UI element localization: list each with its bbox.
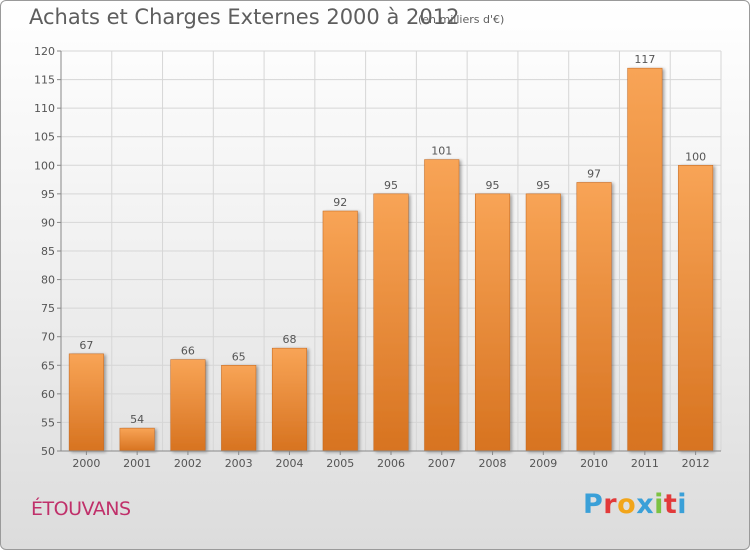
bar-2009: [525, 193, 561, 452]
y-tick-label: 110: [34, 102, 55, 115]
bar-2001: [119, 427, 155, 452]
data-label-2004: 68: [282, 333, 296, 346]
logo-letter: x: [636, 489, 655, 520]
data-label-2005: 92: [333, 196, 347, 209]
x-tick-label: 2001: [123, 457, 151, 470]
x-tick-label: 2009: [529, 457, 557, 470]
bar-2007: [424, 159, 460, 452]
data-label-2008: 95: [486, 179, 500, 192]
data-label-2012: 100: [685, 150, 706, 163]
data-label-2000: 67: [79, 339, 93, 352]
data-label-2001: 54: [130, 413, 144, 426]
bar-layer: [68, 67, 714, 452]
bar-2000: [68, 353, 104, 452]
bar-2010: [576, 182, 612, 452]
y-tick-label: 85: [41, 245, 55, 258]
x-tick-label: 2003: [225, 457, 253, 470]
y-tick-label: 100: [34, 159, 55, 172]
bar-2012: [678, 165, 714, 452]
commune-name: ÉTOUVANS: [31, 498, 131, 520]
y-tick-label: 80: [41, 274, 55, 287]
bar-2005: [322, 210, 358, 452]
logo-letter: t: [663, 489, 678, 520]
x-tick-label: 2000: [72, 457, 100, 470]
x-tick-label: 2006: [377, 457, 405, 470]
logo-letter: o: [617, 489, 637, 520]
y-tick-label: 50: [41, 445, 55, 458]
chart-subtitle: (en milliers d'€): [418, 13, 505, 26]
data-label-2009: 95: [536, 179, 550, 192]
proxiti-logo[interactable]: Proxiti: [583, 489, 687, 520]
bar-2003: [221, 365, 257, 452]
x-tick-label: 2005: [326, 457, 354, 470]
y-tick-label: 55: [41, 416, 55, 429]
y-tick-label: 75: [41, 302, 55, 315]
x-tick-label: 2007: [428, 457, 456, 470]
logo-letter: r: [603, 489, 618, 520]
bar-2002: [170, 359, 206, 452]
logo-letter: P: [583, 489, 604, 520]
y-tick-label: 105: [34, 131, 55, 144]
x-tick-label: 2010: [580, 457, 608, 470]
y-tick-label: 115: [34, 74, 55, 87]
axis-layer: 50 55 60 65 70 75 80 85 90 95 100 105 110 115 120 67 200…: [34, 45, 721, 470]
y-tick-label: 65: [41, 359, 55, 372]
data-label-2010: 97: [587, 167, 601, 180]
data-label-2006: 95: [384, 179, 398, 192]
data-label-2002: 66: [181, 345, 195, 358]
logo-letter: i: [654, 489, 664, 520]
bar-2004: [271, 347, 307, 452]
y-tick-label: 60: [41, 388, 55, 401]
x-tick-label: 2004: [275, 457, 303, 470]
x-tick-label: 2012: [682, 457, 710, 470]
bar-2006: [373, 193, 409, 452]
logo-letter: i: [677, 489, 688, 520]
bar-2011: [627, 67, 663, 452]
x-tick-label: 2011: [631, 457, 659, 470]
chart-title: Achats et Charges Externes 2000 à 2012: [29, 5, 460, 29]
y-tick-label: 120: [34, 45, 55, 58]
y-tick-label: 95: [41, 188, 55, 201]
data-label-2003: 65: [232, 350, 246, 363]
y-tick-label: 90: [41, 216, 55, 229]
y-tick-label: 70: [41, 331, 55, 344]
bar-2008: [475, 193, 511, 452]
data-label-2007: 101: [431, 145, 452, 158]
x-tick-label: 2002: [174, 457, 202, 470]
data-label-2011: 117: [634, 53, 655, 66]
x-tick-label: 2008: [479, 457, 507, 470]
